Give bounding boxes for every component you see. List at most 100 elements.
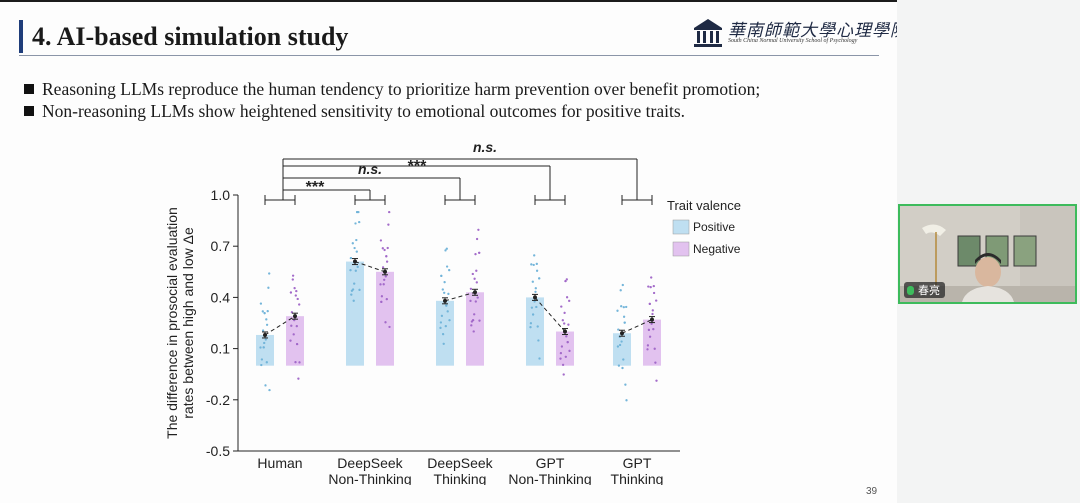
data-point [566,341,569,344]
data-point [355,238,358,242]
bullet-list: Reasoning LLMs reproduce the human tende… [24,78,760,122]
bar-positive [256,334,274,366]
data-point [294,294,297,297]
data-point [441,288,444,291]
data-point [358,288,361,291]
x-tick-label: Non-Thinking [328,471,411,485]
data-point [264,384,267,387]
y-tick-label: 0.1 [211,341,231,357]
data-point [655,379,658,382]
data-point [383,248,386,252]
data-point [442,333,445,336]
data-point [289,291,292,294]
data-point [649,335,652,338]
data-point [295,325,298,328]
top-border [0,0,897,2]
data-point [478,251,481,254]
data-point [353,282,356,285]
page-number: 39 [866,486,878,497]
data-point [616,345,619,348]
data-point [268,272,271,275]
data-point [353,246,356,250]
x-tick-label: Human [257,455,302,471]
bar-negative [466,292,484,366]
data-point [650,322,653,325]
data-point [289,339,292,342]
data-point [386,246,389,250]
data-point [469,287,472,290]
data-point [654,361,657,364]
data-point [475,269,478,272]
data-point [439,321,442,324]
data-point [440,314,443,317]
data-point [472,319,475,322]
data-point [381,247,384,250]
data-point [349,256,352,260]
significance-label: *** [306,179,325,196]
participant-name: 春亮 [918,285,940,297]
data-point [444,324,447,328]
data-point [445,304,448,307]
title-divider [19,55,879,56]
data-point [298,303,301,306]
mean-point [443,298,447,303]
y-tick-label: 0.7 [211,238,231,254]
data-point [297,377,300,380]
data-point [560,345,563,348]
data-point [440,274,443,277]
data-point [386,260,389,263]
significance-label: *** [408,158,427,175]
data-point [385,298,388,301]
x-tick-label: Thinking [611,471,664,485]
data-point [564,279,567,283]
data-point [647,328,650,331]
data-point [262,329,265,332]
data-point [620,340,623,343]
data-point [382,266,385,269]
y-tick-label: 0.4 [211,289,231,305]
data-point [649,286,652,289]
data-point [267,286,270,289]
data-point [646,348,649,351]
data-point [565,335,568,338]
data-point [625,305,628,309]
data-point [476,296,479,299]
data-point [534,290,537,293]
data-point [290,324,293,327]
data-point [350,293,353,296]
data-point [380,300,383,304]
data-point [350,289,353,292]
data-point [388,325,391,329]
data-point [354,269,357,272]
data-point [445,247,448,250]
data-point [263,341,266,345]
data-point [616,309,619,312]
data-point [652,284,655,288]
data-point [265,318,268,321]
data-point [268,388,271,392]
data-point [655,299,658,302]
data-point [568,349,571,353]
data-point [475,281,478,284]
data-point [448,269,451,272]
bullet-text: Reasoning LLMs reproduce the human tende… [42,79,761,99]
data-point [260,358,263,361]
data-point [474,300,477,303]
mean-connector [534,297,566,332]
data-point [651,309,654,312]
slide-title: 4. AI-based simulation study [32,22,349,51]
data-point [293,287,296,290]
data-point [621,366,624,370]
data-point [262,346,265,349]
data-point [560,305,563,308]
data-point [564,355,567,358]
data-point [647,285,650,288]
data-point [623,321,626,324]
y-tick-label: -0.2 [206,392,230,408]
data-point [470,324,473,327]
data-point [439,326,442,329]
data-point [354,222,357,225]
data-point [559,357,562,360]
participant-video-tile[interactable]: 春亮 [898,204,1077,304]
logo-subtitle: South China Normal University School of … [728,38,858,44]
